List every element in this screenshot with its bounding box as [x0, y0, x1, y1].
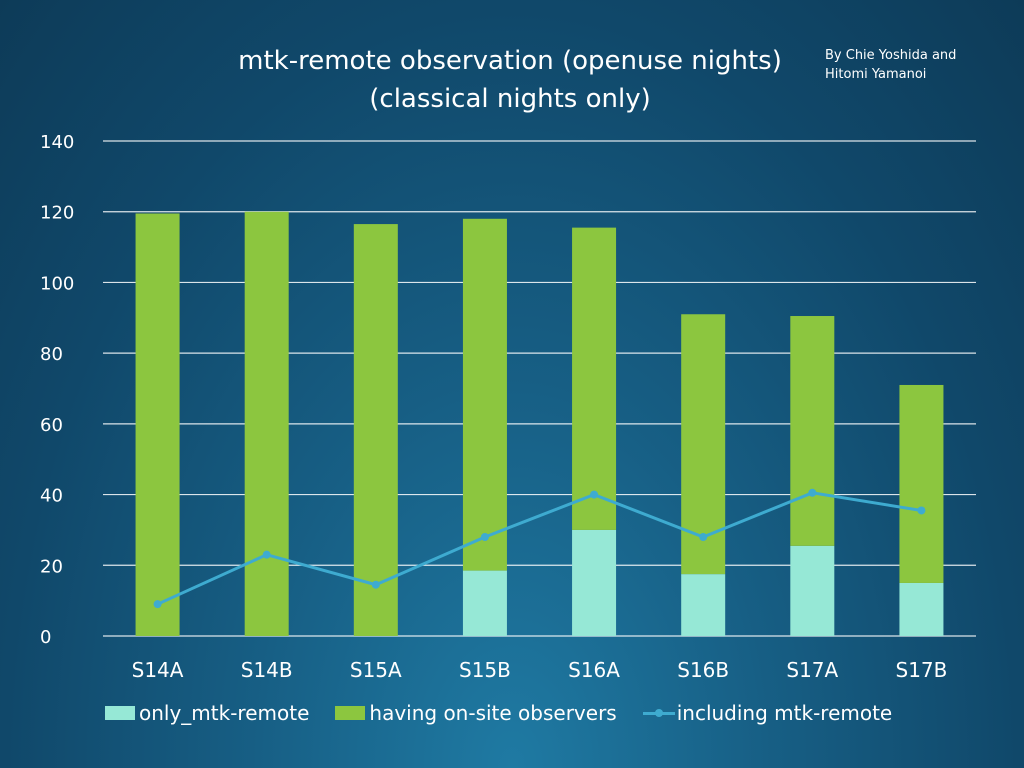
point-including-mtk-remote-S15B: [480, 533, 489, 541]
chart-title-line2: (classical nights only): [369, 84, 651, 114]
bar-having-on-site-S15A: [353, 224, 398, 636]
y-tick-label-40: 40: [40, 486, 63, 507]
bar-having-on-site-S14A: [135, 213, 180, 636]
x-tick-label-S15B: S15B: [459, 658, 511, 682]
y-tick-label-60: 60: [40, 415, 63, 436]
point-including-mtk-remote-S15A: [371, 580, 380, 589]
point-including-mtk-remote-S14A: [153, 600, 162, 609]
legend-item-having-on-site: having on-site observers: [335, 701, 617, 725]
point-including-mtk-remote-S17B: [917, 506, 926, 515]
x-tick-label-S14A: S14A: [132, 658, 184, 682]
chart-title-line1: mtk-remote observation (openuse nights): [238, 46, 782, 76]
credit-line1: By Chie Yoshida and: [825, 48, 957, 63]
legend-label-including-mtk-remote: including mtk-remote: [676, 701, 893, 725]
legend: only_mtk-remote having on-site observers…: [105, 698, 918, 728]
point-including-mtk-remote-S14B: [262, 550, 271, 559]
legend-swatch-having-on-site: [335, 706, 366, 720]
y-tick-label-80: 80: [40, 344, 63, 365]
bar-only-mtk-remote-S17B: [899, 582, 944, 636]
credit: By Chie Yoshida and Hitomi Yamanoi: [825, 46, 1005, 84]
y-tick-label-0: 0: [40, 627, 51, 648]
x-tick-label-S17A: S17A: [786, 658, 838, 682]
credit-line2: Hitomi Yamanoi: [825, 67, 927, 82]
x-tick-label-S17B: S17B: [896, 658, 948, 682]
legend-swatch-including-mtk-remote: [642, 706, 675, 720]
chart-title: mtk-remote observation (openuse nights) …: [200, 42, 820, 118]
y-tick-label-120: 120: [40, 203, 74, 224]
point-including-mtk-remote-S16B: [699, 533, 708, 541]
bar-only-mtk-remote-S15B: [462, 570, 507, 636]
bar-having-on-site-S17B: [899, 384, 944, 583]
legend-label-having-on-site: having on-site observers: [369, 701, 617, 725]
y-tick-label-20: 20: [40, 556, 63, 577]
line-including-mtk-remote: [156, 491, 922, 606]
bar-only-mtk-remote-S17A: [790, 545, 835, 636]
y-tick-label-100: 100: [40, 273, 74, 294]
y-tick-label-140: 140: [40, 132, 74, 153]
legend-item-only-mtk-remote: only_mtk-remote: [105, 701, 309, 725]
x-tick-label-S14B: S14B: [241, 658, 293, 682]
legend-label-only-mtk-remote: only_mtk-remote: [139, 701, 310, 725]
point-including-mtk-remote-S17A: [808, 488, 817, 497]
bar-having-on-site-S15B: [462, 218, 507, 571]
x-tick-label-S16B: S16B: [677, 658, 729, 682]
bar-only-mtk-remote-S16A: [572, 529, 617, 636]
legend-swatch-only-mtk-remote: [105, 706, 135, 720]
bar-having-on-site-S17A: [790, 316, 835, 546]
bar-having-on-site-S14B: [244, 211, 289, 636]
bar-only-mtk-remote-S16B: [681, 574, 726, 636]
bar-having-on-site-S16A: [572, 227, 617, 530]
legend-item-including-mtk-remote: including mtk-remote: [642, 701, 893, 725]
x-tick-label-S15A: S15A: [350, 658, 402, 682]
point-including-mtk-remote-S16A: [590, 490, 599, 499]
x-tick-label-S16A: S16A: [568, 658, 620, 682]
